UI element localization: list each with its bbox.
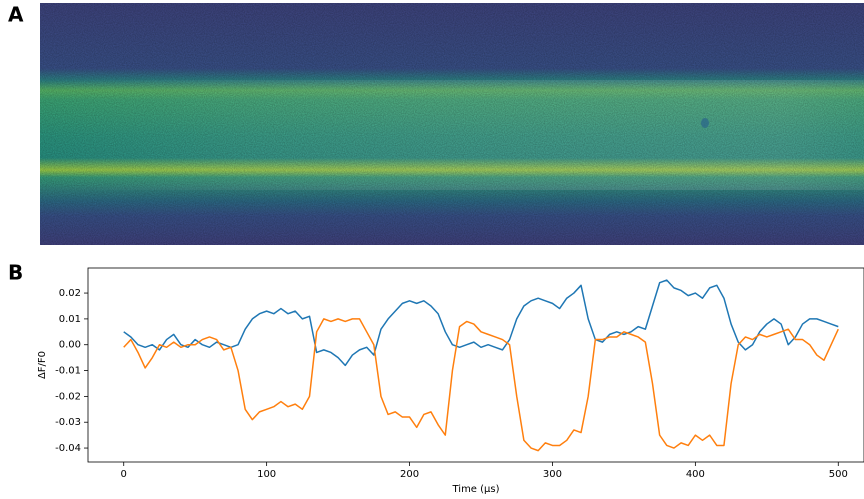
x-tick-label: 200 — [400, 469, 419, 480]
plot-area — [123, 279, 839, 452]
y-tick-label: -0.04 — [55, 443, 81, 454]
y-tick-label: 0.02 — [59, 288, 81, 299]
panel-label: A — [8, 3, 24, 27]
y-tick-label: 0.00 — [59, 340, 81, 351]
panel-label: B — [8, 261, 23, 285]
y-axis-label: ΔF/F0 — [37, 351, 48, 379]
x-tick-label: 100 — [257, 469, 276, 480]
x-tick-label: 300 — [543, 469, 562, 480]
x-axis-label: Time (μs) — [451, 484, 499, 495]
kymograph-image — [40, 3, 864, 245]
x-tick-label: 0 — [121, 469, 127, 480]
y-tick-label: 0.01 — [59, 314, 81, 325]
y-tick-label: -0.03 — [55, 417, 81, 428]
line-series — [123, 318, 839, 452]
y-tick-label: -0.02 — [55, 391, 81, 402]
axes-frame — [87, 267, 864, 463]
line-series — [123, 279, 839, 367]
x-tick-label: 500 — [829, 469, 848, 480]
x-tick-label: 400 — [686, 469, 705, 480]
y-tick-label: -0.01 — [55, 366, 81, 377]
